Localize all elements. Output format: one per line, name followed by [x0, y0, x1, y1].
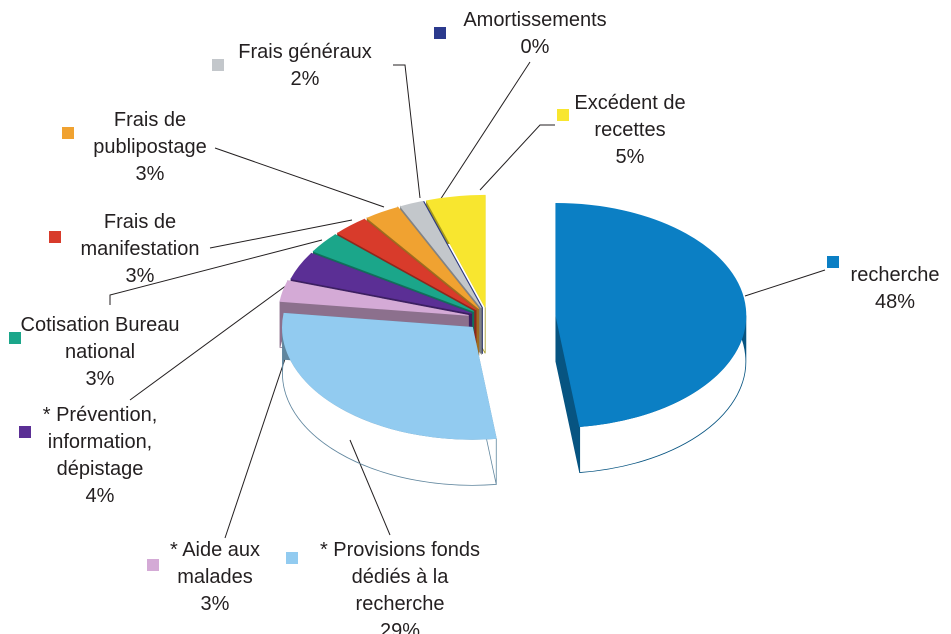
category-name: recherche [850, 264, 940, 286]
slice [279, 280, 469, 316]
legend-marker [286, 552, 298, 564]
value-label: 48% [874, 291, 916, 313]
leader-line [129, 273, 303, 401]
slice [312, 234, 474, 312]
category-name: Frais de publipostage [93, 109, 207, 158]
slice [336, 218, 477, 311]
slice-label: Frais de publipostage 3% [84, 107, 216, 188]
leader-line [109, 239, 323, 305]
slice [366, 206, 480, 310]
leader-lines [109, 61, 826, 539]
value-label: 4% [85, 485, 115, 507]
slice-label: Frais généraux 2% [205, 39, 405, 93]
category-name: * Aide aux malades [169, 539, 261, 588]
legend-marker [49, 231, 61, 243]
category-name: Frais généraux [238, 41, 372, 63]
value-label: 2% [290, 68, 320, 90]
slice-label: Cotisation Bureau national 3% [6, 312, 194, 393]
legend-marker [62, 127, 74, 139]
slice-label: Amortissements 0% [445, 7, 625, 61]
legend-marker [434, 27, 446, 39]
leader-line [214, 147, 385, 208]
value-label: 3% [85, 368, 115, 390]
slice-label: * Prévention, information, dépistage 4% [34, 402, 166, 510]
leader-line [224, 337, 293, 539]
legend-marker [147, 559, 159, 571]
category-name: Amortissements [463, 9, 607, 31]
slice [399, 200, 482, 309]
value-label: 5% [615, 146, 645, 168]
slice-label: Excédent de recettes 5% [564, 90, 696, 171]
legend-marker [557, 109, 569, 121]
slice-label: * Aide aux malades 3% [156, 537, 274, 618]
slices [279, 194, 747, 486]
leader-line [744, 269, 826, 297]
legend-marker [9, 332, 21, 344]
category-name: Excédent de recettes [574, 92, 686, 141]
slice [555, 203, 747, 427]
leader-line [479, 124, 555, 191]
leader-line [393, 64, 421, 199]
leader-line [349, 439, 391, 536]
value-label: 29% [379, 620, 421, 634]
slice-label: * Provisions fonds dédiés à la recherche… [305, 537, 495, 634]
value-label: 0% [520, 36, 550, 58]
value-label: 3% [135, 163, 165, 185]
category-name: * Provisions fonds dédiés à la recherche [319, 539, 481, 615]
value-label: 3% [125, 265, 155, 287]
slice [425, 194, 486, 308]
slice-label: recherche 48% [840, 262, 950, 316]
legend-marker [212, 59, 224, 71]
leader-line [209, 219, 353, 249]
category-name: Cotisation Bureau national [20, 314, 180, 363]
legend-marker [827, 256, 839, 268]
slice-label: Frais de manifestation 3% [69, 209, 211, 290]
category-name: * Prévention, information, dépistage [42, 404, 158, 480]
category-name: Frais de manifestation [80, 211, 200, 260]
legend-marker [19, 426, 31, 438]
slice [290, 252, 472, 314]
value-label: 3% [200, 593, 230, 615]
leader-line [439, 61, 531, 201]
slice [282, 312, 497, 440]
